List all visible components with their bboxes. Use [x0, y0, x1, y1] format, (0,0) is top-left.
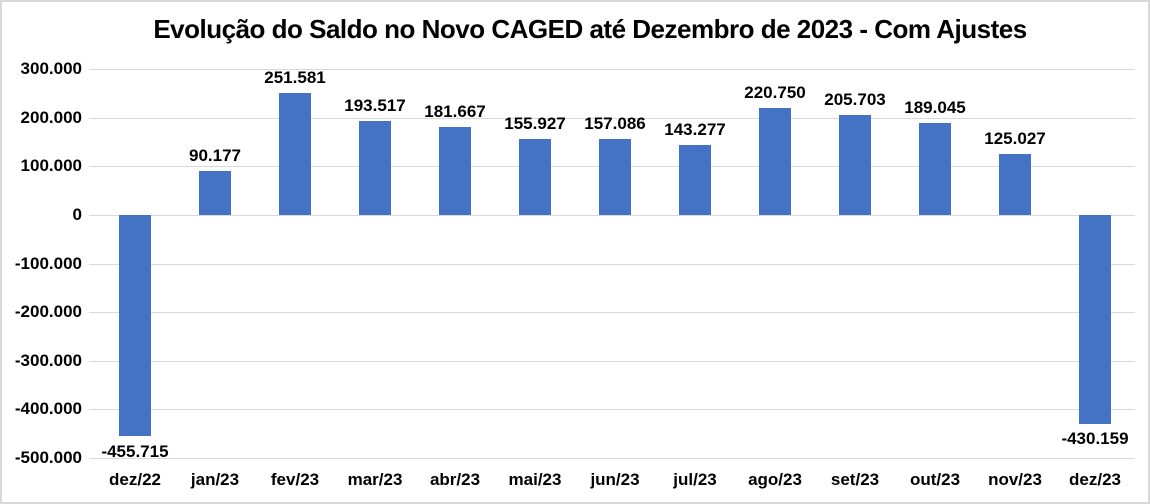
- bar-jan-23: [199, 171, 231, 215]
- bar-dez-23: [1079, 214, 1111, 425]
- value-label: 125.027: [984, 129, 1046, 149]
- value-label: 189.045: [904, 98, 966, 117]
- bar-out-23: [919, 123, 951, 215]
- x-axis-tick-label: jan/23: [190, 470, 240, 489]
- gridline: [89, 409, 1135, 411]
- y-axis-tick-label: 0: [72, 204, 82, 224]
- value-label: 155.927: [504, 114, 566, 134]
- value-label: -455.715: [101, 441, 169, 461]
- y-axis-tick-label: -300.000: [14, 350, 82, 370]
- value-label: 205.703: [824, 89, 886, 109]
- gridline: [89, 312, 1135, 314]
- x-axis-tick-label: nov/23: [988, 470, 1042, 489]
- gridline: [89, 458, 1135, 459]
- value-label: 181.667: [424, 101, 486, 121]
- x-axis-tick-label: mar/23: [347, 470, 403, 489]
- x-axis-tick-label: jul/23: [673, 470, 717, 489]
- bar-fev-23: [279, 92, 311, 215]
- value-label: 143.277: [664, 120, 726, 140]
- value-label: 220.750: [744, 82, 806, 102]
- x-axis-tick-label: jun/23: [590, 470, 640, 489]
- bar-jun-23: [599, 138, 631, 215]
- y-axis-tick-label: -100.000: [14, 253, 82, 273]
- bar-mai-23: [519, 139, 551, 215]
- y-axis-tick-label: 100.000: [20, 156, 82, 176]
- bar-mar-23: [359, 120, 391, 215]
- y-axis-tick-label: -400.000: [14, 399, 82, 419]
- x-axis-tick-label: fev/23: [270, 470, 320, 489]
- bar-ago-23: [759, 107, 791, 215]
- x-axis-tick-label: dez/23: [1069, 470, 1121, 489]
- x-axis-tick-label: dez/22: [109, 470, 161, 489]
- bar-jul-23: [679, 145, 711, 215]
- gridline: [89, 69, 1135, 70]
- x-axis-tick-label: out/23: [909, 470, 961, 489]
- gridline: [89, 360, 1135, 362]
- y-axis-tick-label: 300.000: [20, 59, 82, 78]
- chart-title: Evolução do Saldo no Novo CAGED até Deze…: [153, 14, 1027, 44]
- bar-set-23: [839, 114, 871, 215]
- y-axis-tick-label: -200.000: [14, 302, 82, 322]
- value-label: 193.517: [344, 95, 406, 115]
- gridline: [89, 214, 1135, 216]
- gridline: [89, 117, 1135, 119]
- y-axis-tick-label: 200.000: [20, 107, 82, 127]
- value-label: 90.177: [189, 146, 241, 165]
- x-axis-tick-label: mai/23: [508, 470, 562, 489]
- value-label: -430.159: [1061, 429, 1129, 448]
- value-label: 157.086: [584, 113, 646, 133]
- bar-dez-22: [119, 214, 151, 437]
- bar-nov-23: [999, 154, 1031, 215]
- y-axis-tick-label: -500.000: [14, 448, 82, 467]
- x-axis-tick-label: set/23: [830, 470, 880, 489]
- x-axis-tick-label: abr/23: [429, 470, 481, 489]
- value-label: 251.581: [264, 67, 326, 87]
- bar-abr-23: [439, 126, 471, 215]
- gridline: [89, 263, 1135, 265]
- x-axis-tick-label: ago/23: [748, 470, 802, 489]
